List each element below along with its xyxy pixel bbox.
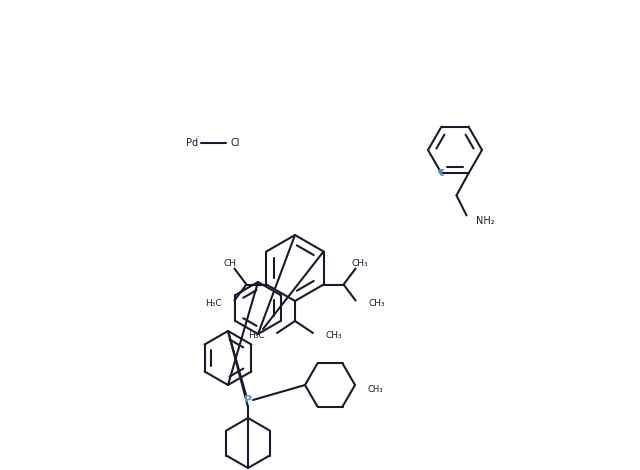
Text: CH₃: CH₃ (369, 299, 385, 308)
Text: Pd: Pd (186, 138, 198, 148)
Text: CH₃: CH₃ (325, 331, 342, 340)
Text: H₃C: H₃C (205, 299, 221, 308)
Text: NH₂: NH₂ (476, 216, 494, 227)
Text: CH: CH (224, 259, 237, 268)
Text: CH₃: CH₃ (367, 385, 383, 394)
Text: H₃C: H₃C (248, 331, 265, 340)
Text: CH₃: CH₃ (351, 259, 368, 268)
Text: P: P (244, 395, 252, 405)
Text: Cl: Cl (230, 138, 239, 148)
Text: C: C (438, 169, 444, 178)
Text: ·: · (196, 132, 200, 144)
